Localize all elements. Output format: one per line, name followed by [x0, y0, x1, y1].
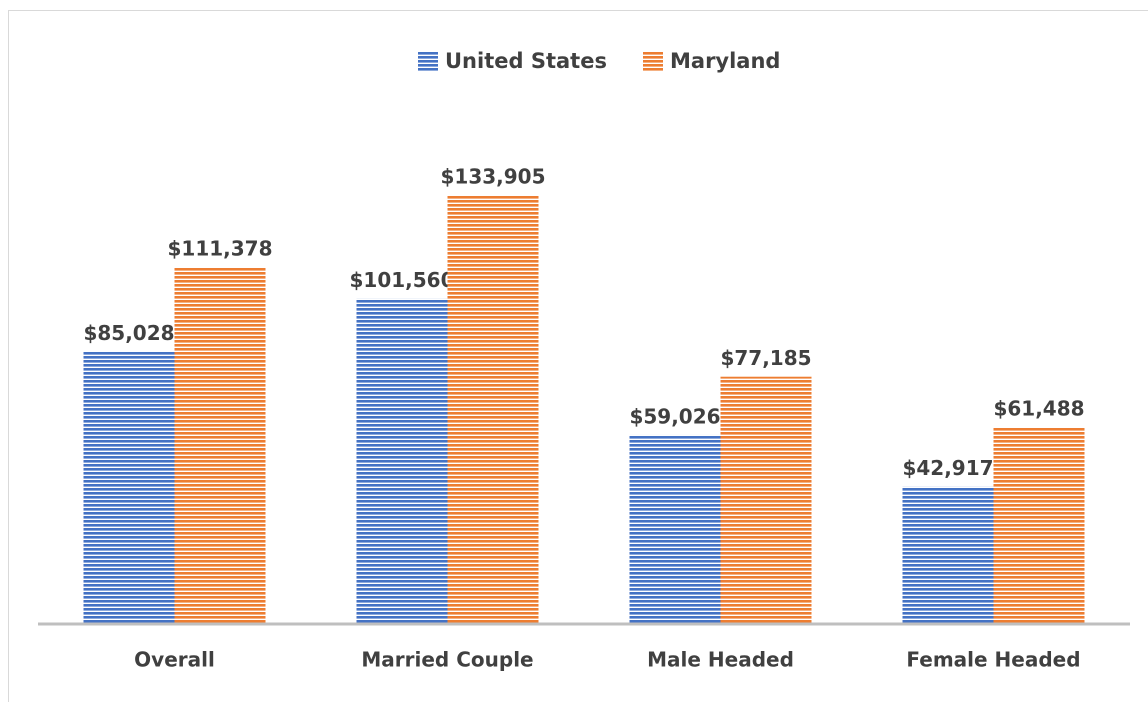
legend-label: United States	[445, 49, 607, 73]
legend-swatch	[643, 52, 663, 72]
x-tick-label: Overall	[134, 648, 215, 672]
bar	[720, 376, 812, 624]
data-label: $85,028	[83, 321, 174, 345]
bar	[174, 267, 266, 624]
bar	[356, 298, 448, 624]
bar	[447, 195, 539, 624]
legend-swatch	[418, 52, 438, 72]
data-label: $133,905	[440, 165, 545, 189]
bar	[993, 427, 1085, 624]
x-tick-label: Female Headed	[906, 648, 1080, 672]
data-label: $61,488	[993, 397, 1084, 421]
data-label: $59,026	[629, 404, 720, 428]
chart-frame	[8, 10, 1148, 702]
bar	[83, 351, 175, 624]
legend-label: Maryland	[670, 49, 780, 73]
x-tick-label: Male Headed	[647, 648, 794, 672]
data-label: $111,378	[167, 237, 272, 261]
data-label: $42,917	[902, 456, 993, 480]
bar	[902, 486, 994, 624]
x-tick-label: Married Couple	[361, 648, 533, 672]
bar	[629, 434, 721, 624]
data-label: $101,560	[349, 268, 454, 292]
data-label: $77,185	[720, 346, 811, 370]
